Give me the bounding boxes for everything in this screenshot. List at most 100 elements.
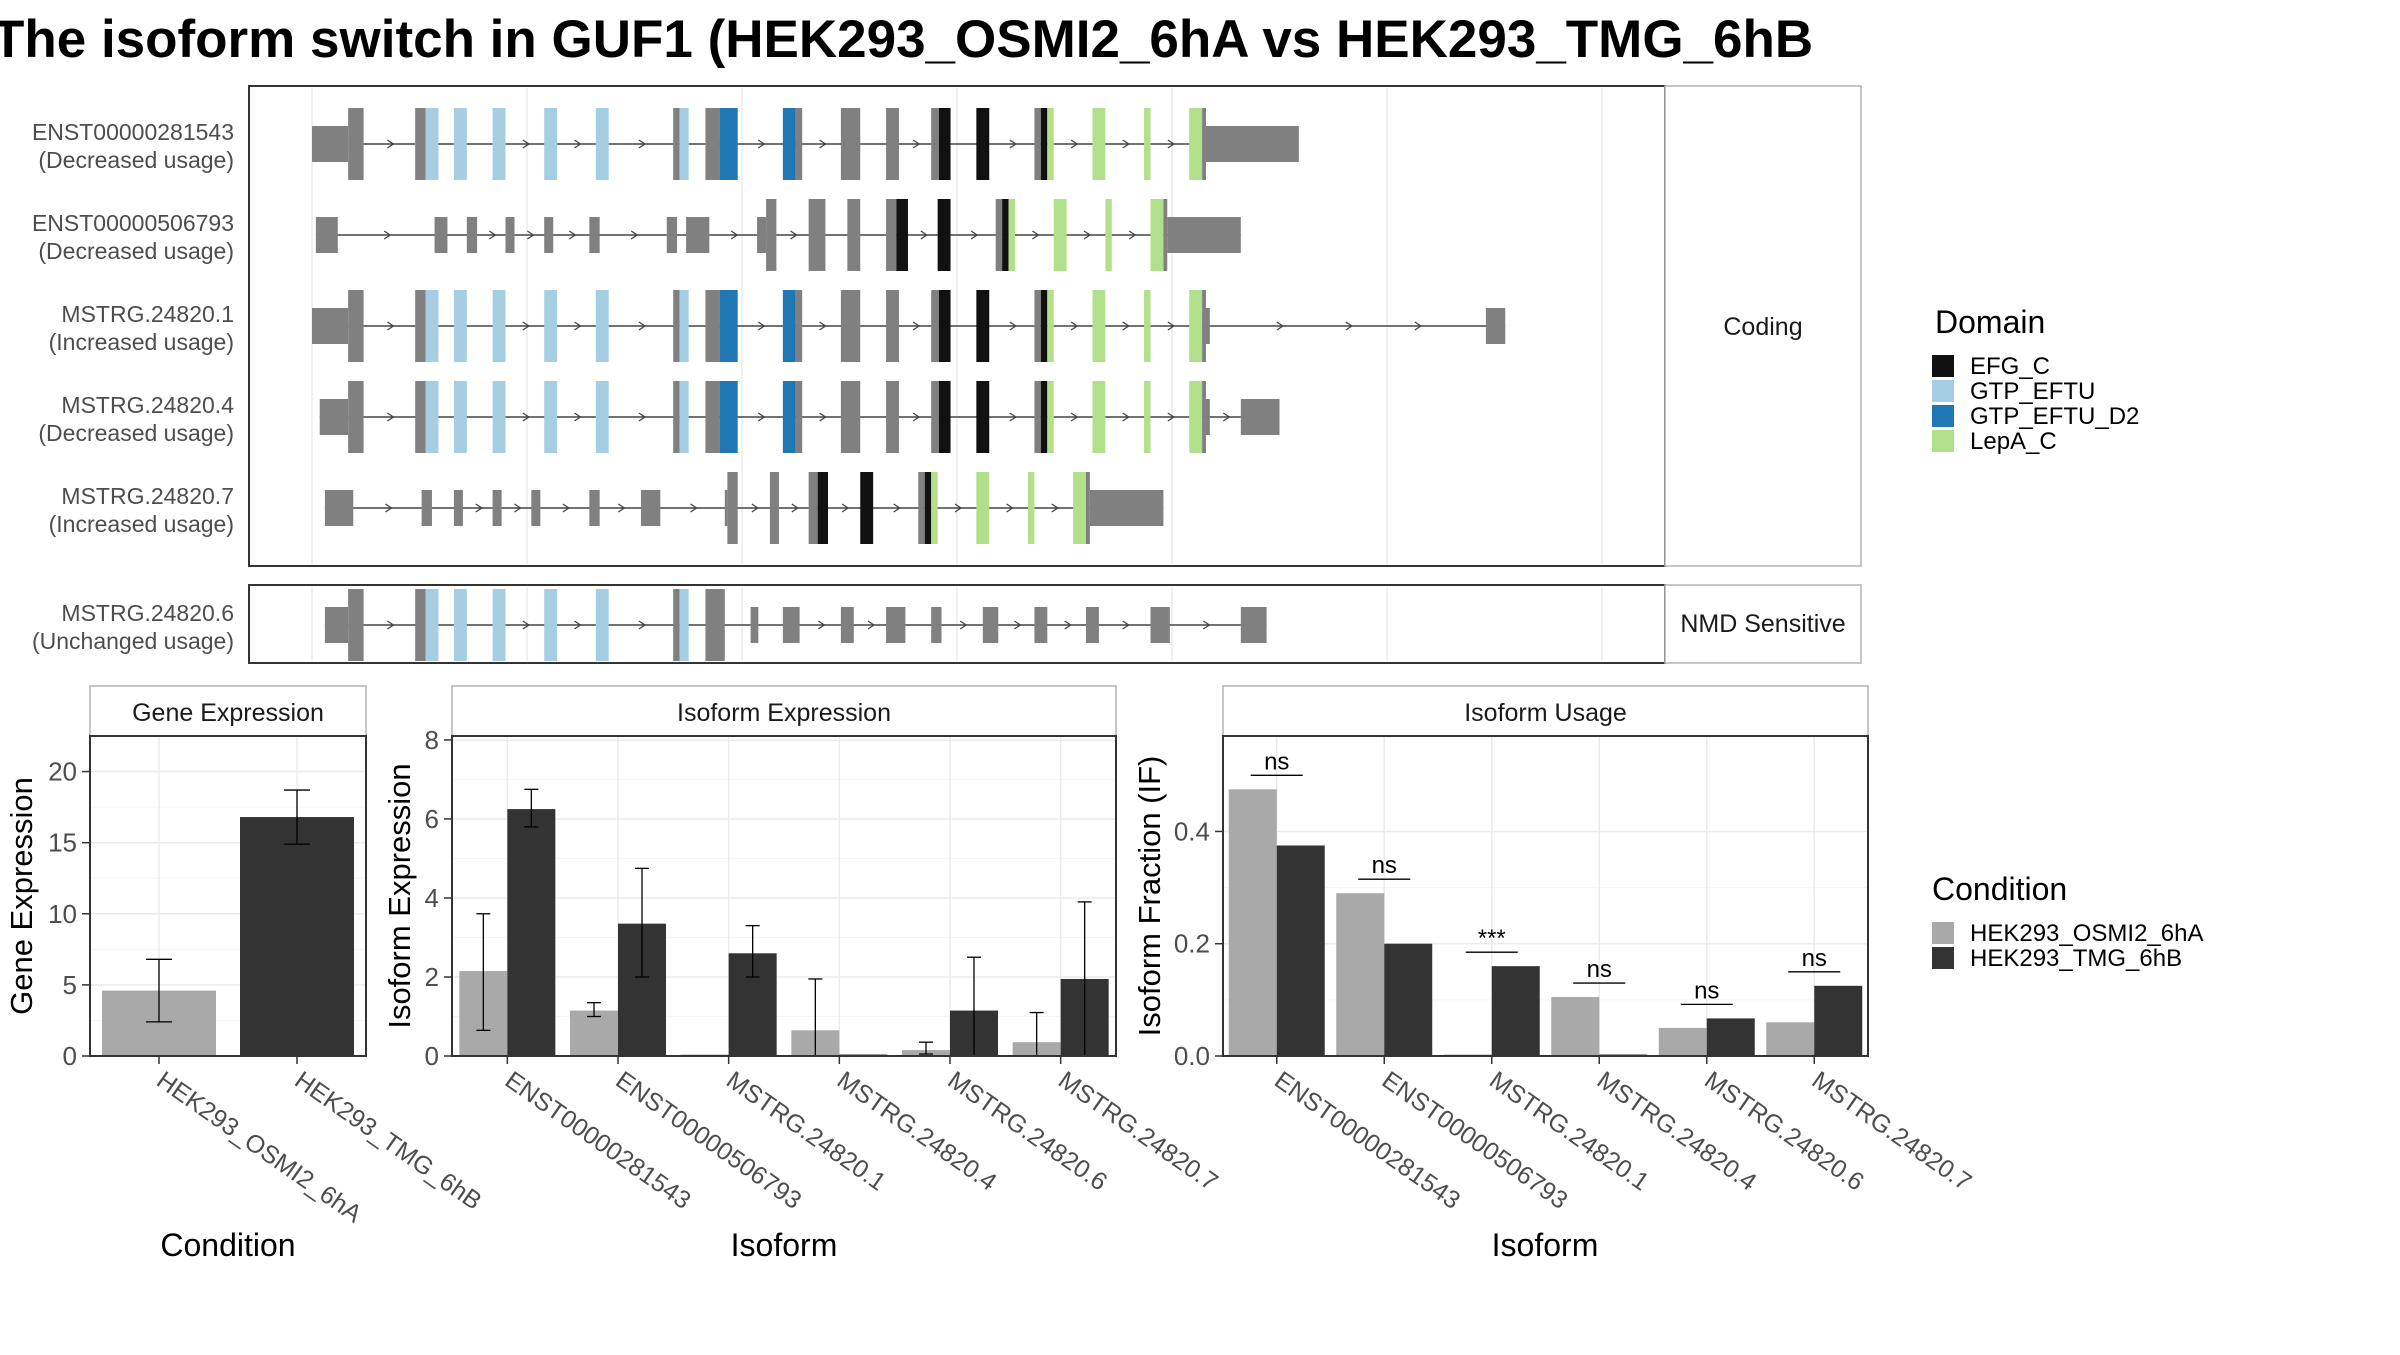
direction-arrow bbox=[1167, 412, 1176, 422]
exon bbox=[840, 607, 854, 643]
transcript-name-label: MSTRG.24820.4 bbox=[61, 392, 234, 418]
domain-GTP_EFTU_D2 bbox=[782, 381, 796, 453]
structure-panel-nmd: NMD Sensitive bbox=[248, 584, 1862, 664]
x-tick-label: ENST00000506793 bbox=[1377, 1066, 1573, 1215]
exon bbox=[1205, 308, 1210, 344]
domain-LepA_C bbox=[1144, 290, 1151, 362]
exon bbox=[324, 607, 349, 643]
structure-grid-nmd bbox=[311, 587, 1603, 661]
domain-GTP_EFTU bbox=[679, 381, 689, 453]
direction-arrow bbox=[790, 230, 798, 240]
domain-GTP_EFTU_D2 bbox=[719, 290, 738, 362]
exon bbox=[724, 490, 728, 526]
y-tick-label: 2 bbox=[425, 962, 439, 992]
domain-EFG_C bbox=[976, 108, 990, 180]
exon bbox=[589, 217, 600, 253]
exon bbox=[348, 589, 364, 661]
direction-arrow bbox=[1070, 321, 1079, 331]
direction-arrow bbox=[562, 503, 571, 513]
legend-label: GTP_EFTU bbox=[1970, 378, 2095, 405]
exon bbox=[348, 381, 364, 453]
exon bbox=[727, 472, 738, 544]
domain-legend-title: Domain bbox=[1935, 304, 2045, 340]
direction-arrow bbox=[1009, 139, 1018, 149]
bar bbox=[1658, 1027, 1707, 1056]
exon bbox=[673, 108, 680, 180]
plot-border bbox=[1222, 735, 1869, 1057]
direction-arrow bbox=[522, 412, 531, 422]
error-bar bbox=[476, 913, 491, 1031]
direction-arrow bbox=[1006, 503, 1014, 513]
direction-arrow bbox=[514, 503, 522, 513]
domain-EFG_C bbox=[938, 381, 951, 453]
bar bbox=[240, 817, 354, 1056]
exon bbox=[840, 108, 861, 180]
domain-GTP_EFTU bbox=[544, 381, 558, 453]
exon bbox=[705, 381, 720, 453]
legend-label: LepA_C bbox=[1970, 428, 2057, 455]
direction-arrow bbox=[912, 139, 921, 149]
significance-label: ns bbox=[1802, 945, 1827, 972]
exon bbox=[544, 217, 554, 253]
transcript-labels: ENST00000281543(Decreased usage)ENST0000… bbox=[32, 119, 234, 654]
significance-label: ns bbox=[1587, 956, 1612, 983]
direction-arrow bbox=[1345, 321, 1354, 331]
domain-LepA_C bbox=[1092, 290, 1106, 362]
direction-arrow bbox=[385, 503, 393, 513]
direction-arrow bbox=[912, 412, 921, 422]
direction-arrow bbox=[1032, 230, 1040, 240]
bar bbox=[1551, 997, 1600, 1056]
exon bbox=[808, 199, 826, 271]
domain-GTP_EFTU bbox=[492, 290, 506, 362]
exon bbox=[312, 308, 349, 344]
significance-label: ns bbox=[1264, 748, 1289, 775]
domain-GTP_EFTU bbox=[544, 290, 558, 362]
error-bar bbox=[587, 1002, 601, 1018]
y-tick-label: 6 bbox=[425, 804, 439, 834]
exon bbox=[505, 217, 515, 253]
exon bbox=[840, 290, 861, 362]
domain-EFG_C bbox=[924, 472, 932, 544]
direction-arrow bbox=[819, 321, 827, 331]
bar bbox=[1276, 845, 1325, 1056]
bar bbox=[1228, 789, 1277, 1056]
y-tick-label: 10 bbox=[48, 899, 77, 929]
domain-EFG_C bbox=[1040, 290, 1048, 362]
bar bbox=[570, 1010, 618, 1056]
exon bbox=[1240, 607, 1267, 643]
y-tick-label: 0.4 bbox=[1174, 816, 1210, 846]
direction-arrow bbox=[387, 412, 395, 422]
direction-arrow bbox=[387, 321, 395, 331]
domain-LepA_C bbox=[1047, 108, 1054, 180]
exon bbox=[1202, 290, 1206, 362]
facet-strip-nmd-label: NMD Sensitive bbox=[1680, 610, 1845, 638]
domain-GTP_EFTU bbox=[544, 589, 558, 661]
y-tick-label: 4 bbox=[425, 883, 439, 913]
transcript-MSTRG.24820.7 bbox=[324, 472, 1164, 544]
exon bbox=[886, 290, 899, 362]
exon bbox=[918, 472, 925, 544]
y-tick-label: 5 bbox=[63, 970, 77, 1000]
error-bar bbox=[745, 924, 760, 978]
exon bbox=[1202, 381, 1206, 453]
exon bbox=[673, 381, 680, 453]
transcript-MSTRG.24820.4 bbox=[319, 381, 1280, 453]
facet-strip-coding bbox=[1664, 85, 1862, 567]
exon bbox=[319, 399, 349, 435]
domain-LepA_C bbox=[976, 472, 990, 544]
direction-arrow bbox=[1122, 321, 1130, 331]
direction-arrow bbox=[638, 620, 647, 630]
exon bbox=[886, 381, 899, 453]
direction-arrow bbox=[1122, 139, 1130, 149]
direction-arrow bbox=[920, 230, 928, 240]
transcript-MSTRG.24820.6 bbox=[324, 589, 1267, 661]
y-tick-label: 0.2 bbox=[1174, 929, 1210, 959]
bar bbox=[1336, 893, 1385, 1056]
direction-arrow bbox=[574, 321, 582, 331]
exon bbox=[886, 199, 897, 271]
domain-GTP_EFTU bbox=[453, 290, 467, 362]
direction-arrow bbox=[387, 139, 395, 149]
exon bbox=[1485, 308, 1506, 344]
